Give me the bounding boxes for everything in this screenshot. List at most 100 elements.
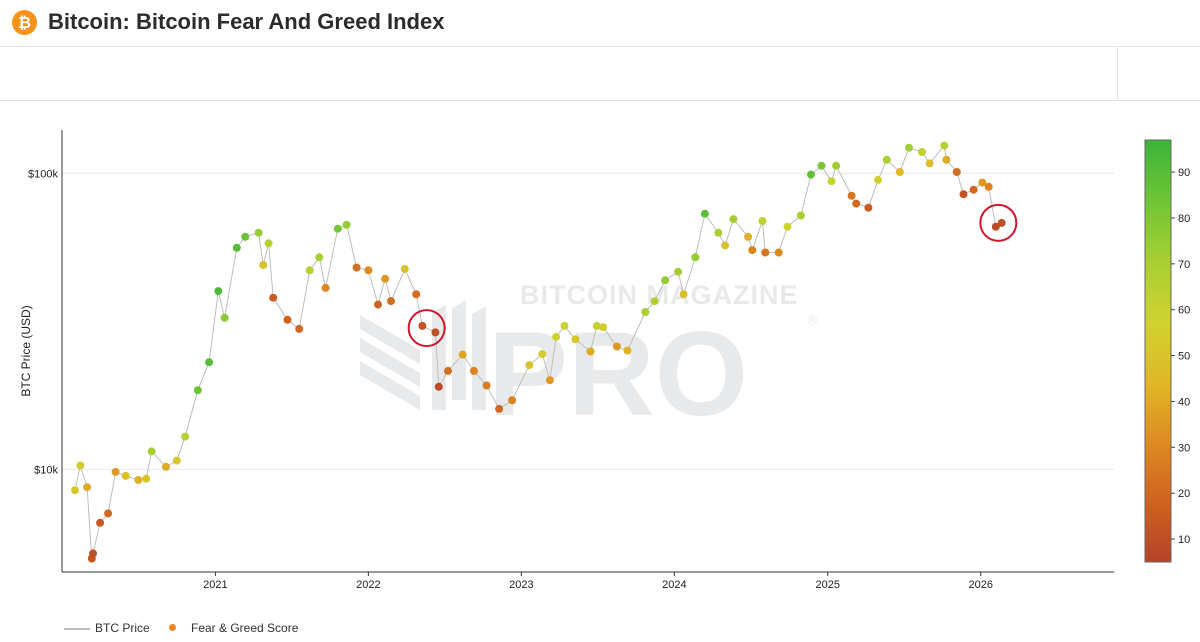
fear-greed-point[interactable]	[864, 203, 873, 212]
fear-greed-point[interactable]	[76, 461, 85, 470]
fear-greed-point[interactable]	[748, 246, 757, 255]
fear-greed-point[interactable]	[925, 159, 934, 168]
fear-greed-point[interactable]	[714, 228, 723, 237]
fear-greed-point[interactable]	[991, 222, 1000, 231]
fear-greed-point[interactable]	[807, 170, 815, 179]
fear-greed-point[interactable]	[796, 211, 805, 220]
fear-greed-point[interactable]	[882, 155, 891, 164]
fear-greed-point[interactable]	[978, 178, 987, 187]
fear-greed-point[interactable]	[525, 361, 534, 370]
fear-greed-point[interactable]	[847, 191, 856, 200]
fear-greed-point[interactable]	[674, 267, 683, 276]
fear-greed-point[interactable]	[431, 328, 440, 337]
fear-greed-point[interactable]	[269, 293, 278, 302]
fear-greed-point[interactable]	[418, 321, 427, 330]
fear-greed-point[interactable]	[193, 386, 202, 395]
fear-greed-point[interactable]	[874, 175, 882, 184]
fear-greed-point[interactable]	[729, 215, 738, 224]
fear-greed-point[interactable]	[721, 241, 730, 250]
fear-greed-point[interactable]	[104, 509, 113, 518]
fear-greed-point[interactable]	[142, 474, 151, 483]
fear-greed-point[interactable]	[214, 287, 223, 296]
fear-greed-point[interactable]	[181, 432, 190, 441]
fear-greed-point[interactable]	[774, 248, 783, 257]
fear-greed-point[interactable]	[592, 321, 601, 330]
fear-greed-point[interactable]	[333, 224, 342, 233]
fear-greed-point[interactable]	[942, 155, 951, 164]
fear-greed-point[interactable]	[387, 297, 395, 306]
fear-greed-point[interactable]	[241, 232, 250, 241]
fear-greed-point[interactable]	[434, 382, 443, 391]
fear-greed-point[interactable]	[111, 467, 120, 476]
fear-greed-point[interactable]	[259, 261, 268, 269]
fear-greed-point[interactable]	[161, 462, 170, 471]
fear-greed-point[interactable]	[545, 376, 554, 385]
fear-greed-point[interactable]	[758, 217, 767, 225]
fear-greed-point[interactable]	[538, 350, 547, 359]
fear-greed-point[interactable]	[254, 228, 263, 237]
fear-greed-point[interactable]	[905, 143, 913, 152]
colorbar-scale	[1144, 139, 1172, 563]
fear-greed-point[interactable]	[852, 199, 861, 208]
fear-greed-point[interactable]	[817, 161, 826, 170]
fear-greed-point[interactable]	[364, 266, 373, 275]
x-tick-label: 2023	[509, 579, 533, 591]
fear-greed-point[interactable]	[295, 324, 304, 333]
fear-greed-point[interactable]	[220, 313, 229, 322]
fear-greed-point[interactable]	[744, 232, 753, 241]
fear-greed-point[interactable]	[470, 366, 478, 375]
fear-greed-point[interactable]	[832, 161, 841, 170]
fear-greed-point[interactable]	[83, 483, 92, 492]
fear-greed-point[interactable]	[134, 476, 143, 484]
fear-greed-point[interactable]	[444, 366, 452, 375]
fear-greed-point[interactable]	[482, 381, 491, 390]
fear-greed-point[interactable]	[315, 253, 324, 262]
fear-greed-point[interactable]	[147, 447, 156, 456]
fear-greed-point[interactable]	[121, 471, 130, 480]
fear-greed-point[interactable]	[552, 332, 561, 341]
fear-greed-point[interactable]	[172, 456, 181, 465]
fear-greed-point[interactable]	[623, 346, 632, 355]
fear-greed-point[interactable]	[71, 486, 79, 495]
fear-greed-point[interactable]	[612, 342, 621, 351]
fear-greed-point[interactable]	[458, 350, 467, 359]
fear-greed-point[interactable]	[352, 263, 361, 272]
fear-greed-point[interactable]	[205, 358, 214, 367]
fear-greed-point[interactable]	[374, 300, 382, 309]
fear-greed-point[interactable]	[599, 323, 608, 332]
fear-greed-point[interactable]	[641, 308, 650, 316]
fear-greed-point[interactable]	[571, 335, 580, 344]
fear-greed-point[interactable]	[940, 141, 949, 150]
fear-greed-point[interactable]	[984, 182, 993, 191]
fear-greed-point[interactable]	[412, 290, 421, 299]
fear-greed-point[interactable]	[381, 274, 390, 283]
fear-greed-point[interactable]	[679, 290, 688, 299]
fear-greed-point[interactable]	[691, 253, 700, 262]
fear-greed-point[interactable]	[783, 222, 792, 231]
fear-greed-point[interactable]	[650, 297, 659, 306]
fear-greed-point[interactable]	[96, 518, 105, 527]
fear-greed-point[interactable]	[661, 276, 670, 285]
fear-greed-point[interactable]	[232, 243, 241, 252]
fear-greed-point[interactable]	[586, 347, 595, 356]
fear-greed-point[interactable]	[895, 168, 904, 176]
fear-greed-point[interactable]	[342, 220, 351, 229]
fear-greed-point[interactable]	[400, 265, 409, 273]
fear-greed-point[interactable]	[700, 209, 709, 218]
fear-greed-point[interactable]	[560, 321, 569, 330]
fear-greed-point[interactable]	[495, 404, 504, 413]
fear-greed-point[interactable]	[264, 239, 273, 248]
fear-greed-point[interactable]	[761, 248, 770, 257]
fear-greed-point[interactable]	[89, 549, 97, 558]
fear-greed-point[interactable]	[508, 396, 517, 405]
fear-greed-point[interactable]	[305, 266, 314, 275]
fear-greed-point[interactable]	[959, 190, 968, 199]
fear-greed-point[interactable]	[321, 283, 330, 292]
fear-greed-point[interactable]	[283, 315, 292, 324]
colorbar-tick-label: 70	[1178, 259, 1190, 271]
fear-greed-point[interactable]	[969, 185, 978, 194]
fear-greed-point[interactable]	[997, 218, 1006, 227]
fear-greed-point[interactable]	[827, 177, 836, 186]
fear-greed-point[interactable]	[952, 168, 961, 176]
fear-greed-point[interactable]	[918, 148, 926, 156]
